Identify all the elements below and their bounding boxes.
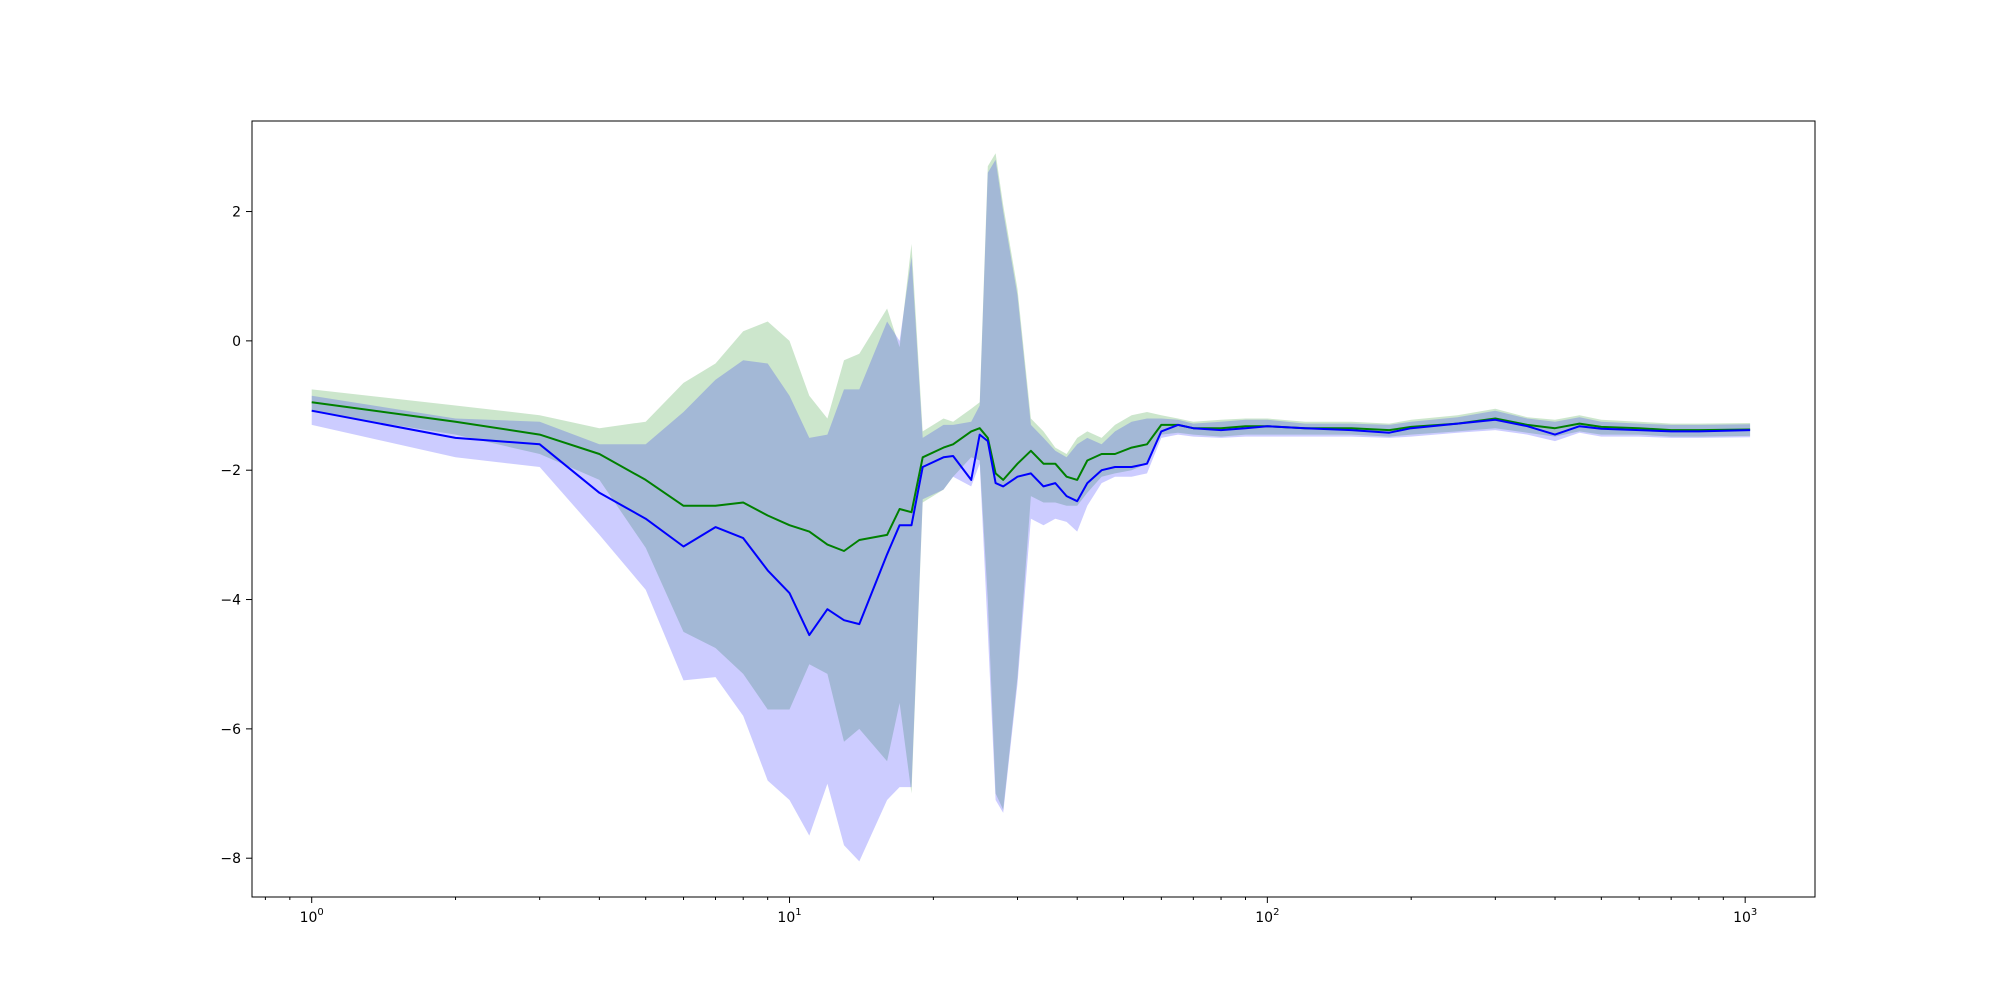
- y-tick-label: 0: [232, 334, 241, 350]
- y-tick-label: −6: [220, 722, 241, 738]
- x-axis: 100 101 102 103: [264, 897, 1757, 926]
- series-1-band: [311, 153, 1751, 810]
- y-tick-label: 2: [232, 205, 241, 221]
- x-tick-label: 102: [1255, 907, 1279, 926]
- x-tick-label: 101: [777, 907, 801, 926]
- y-axis: 2 0 −2 −4 −6 −8: [220, 205, 252, 867]
- y-tick-label: −8: [220, 851, 241, 867]
- x-tick-label: 100: [300, 907, 324, 926]
- confidence-bands: [311, 153, 1751, 862]
- series-2-line: [311, 409, 1751, 637]
- y-tick-label: −4: [220, 593, 241, 609]
- x-tick-label: 103: [1733, 907, 1757, 926]
- series-2-band: [311, 159, 1751, 862]
- y-tick-label: −2: [220, 463, 241, 479]
- plot-frame: [251, 120, 1816, 898]
- series-lines: [311, 401, 1751, 637]
